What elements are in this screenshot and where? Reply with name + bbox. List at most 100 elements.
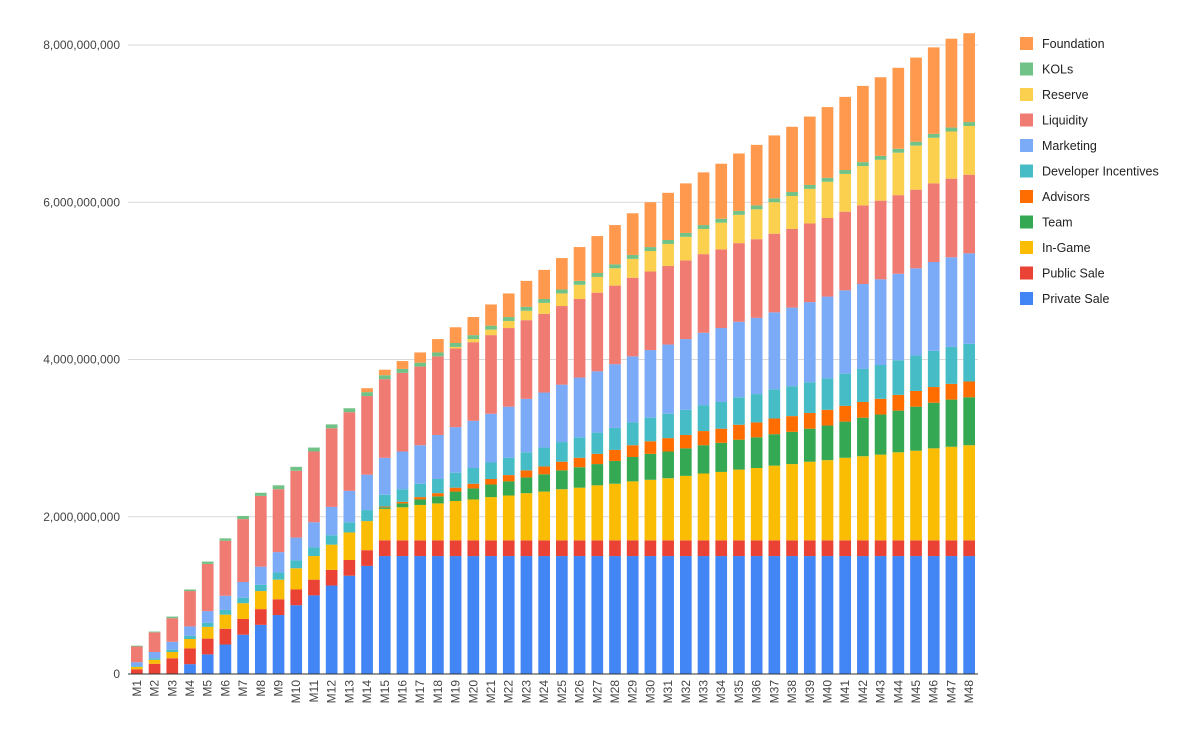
bar-segment <box>378 494 391 507</box>
bar-segment <box>502 320 515 329</box>
bar-segment <box>396 489 409 502</box>
bar-segment <box>556 384 568 443</box>
bar-segment <box>626 356 639 423</box>
bar-segment <box>449 346 462 349</box>
bar-segment <box>272 579 285 600</box>
bar-segment <box>874 279 887 365</box>
bar-segment <box>325 569 338 586</box>
x-tick-label: M34 <box>714 680 728 704</box>
gridlines <box>128 44 978 518</box>
bar-segment <box>414 352 427 363</box>
bar-segment <box>839 211 852 291</box>
bar-segment <box>644 247 657 251</box>
bar-segment <box>290 537 303 561</box>
bar-segment <box>927 402 940 449</box>
bar-segment <box>733 321 745 398</box>
bar-segment <box>432 556 444 674</box>
bar-segment <box>201 622 214 627</box>
bar-segment <box>662 239 674 244</box>
bar-segment <box>396 451 409 490</box>
bar-segment <box>184 626 196 636</box>
bar-segment <box>963 397 975 446</box>
x-tick-label: M38 <box>785 680 799 704</box>
bar-segment <box>591 432 604 454</box>
bar-segment <box>184 591 196 627</box>
bar-segment <box>591 273 604 277</box>
x-tick-label: M1 <box>130 680 144 697</box>
bar-segment <box>821 107 834 178</box>
bar-segment <box>184 639 196 649</box>
bar-segment <box>573 540 586 557</box>
bar-segment <box>662 438 674 452</box>
bar-segment <box>679 409 692 435</box>
bar-segment <box>945 540 958 557</box>
bar-segment <box>768 198 781 203</box>
bar-segment <box>910 540 922 557</box>
bar-segment <box>927 540 940 557</box>
bar-segment <box>219 628 232 645</box>
bar-segment <box>945 383 958 400</box>
x-tick-label: M14 <box>360 680 374 704</box>
bar-segment <box>609 540 621 557</box>
bar-segment <box>396 368 409 373</box>
bar-segment <box>449 327 462 343</box>
bar-segment <box>556 442 568 462</box>
x-tick-label: M48 <box>962 680 976 704</box>
bar-segment <box>626 422 639 446</box>
bar-segment <box>715 249 728 329</box>
bar-segment <box>237 519 249 583</box>
bar-segment <box>945 446 958 541</box>
bar-segment <box>502 556 515 674</box>
bar-segment <box>219 609 232 615</box>
bar-segment <box>857 162 869 167</box>
bar-segment <box>148 658 161 660</box>
bar-segment <box>378 375 391 380</box>
bar-segment <box>449 540 462 557</box>
bar-segment <box>538 392 550 448</box>
bar-segment <box>361 392 373 397</box>
bar-segment <box>697 172 710 226</box>
bar-segment <box>786 556 798 674</box>
bar-segment <box>520 320 533 399</box>
x-axis: M1 M2 M3 M4 M5 M6 M7 M8 M9 M10 M11 M12 M13 M14 M15 M16 M… <box>130 680 976 704</box>
bar-segment <box>325 424 338 429</box>
bar-segment <box>821 378 834 410</box>
bar-segment <box>325 544 338 570</box>
bar-segment <box>449 556 462 674</box>
bar-segment <box>857 556 869 674</box>
bar-segment <box>874 540 887 557</box>
bar-segment <box>821 460 834 541</box>
bar-segment <box>821 217 834 297</box>
bar-segment <box>449 427 462 473</box>
bar-segment <box>254 584 267 592</box>
x-tick-label: M28 <box>608 680 622 704</box>
bar-segment <box>786 540 798 557</box>
bar-segment <box>432 339 444 353</box>
legend-label: Reserve <box>1042 88 1089 102</box>
bar-segment <box>892 394 905 411</box>
bar-segment <box>609 225 621 265</box>
bar-segment <box>166 658 179 674</box>
bar-segment <box>786 431 798 465</box>
bar-segment <box>679 434 692 449</box>
bar-segment <box>963 253 975 344</box>
bar-segment <box>556 489 568 541</box>
bar-segment <box>857 205 869 285</box>
bar-segment <box>768 312 781 390</box>
bar-segment <box>768 418 781 435</box>
bar-segment <box>910 390 922 407</box>
bar-segment <box>750 437 763 468</box>
bar-segment <box>626 457 639 482</box>
x-tick-label: M23 <box>519 680 533 704</box>
bar-segment <box>945 38 958 128</box>
bar-segment <box>609 268 621 286</box>
bar-segment <box>485 304 497 326</box>
bar-segment <box>538 298 550 303</box>
bar-segment <box>396 540 409 557</box>
bar-segment <box>733 397 745 425</box>
bar-segment <box>343 532 356 560</box>
bar-segment <box>520 493 533 541</box>
bar-segment <box>254 495 267 567</box>
bar-segment <box>821 425 834 461</box>
bar-segment <box>927 133 940 138</box>
